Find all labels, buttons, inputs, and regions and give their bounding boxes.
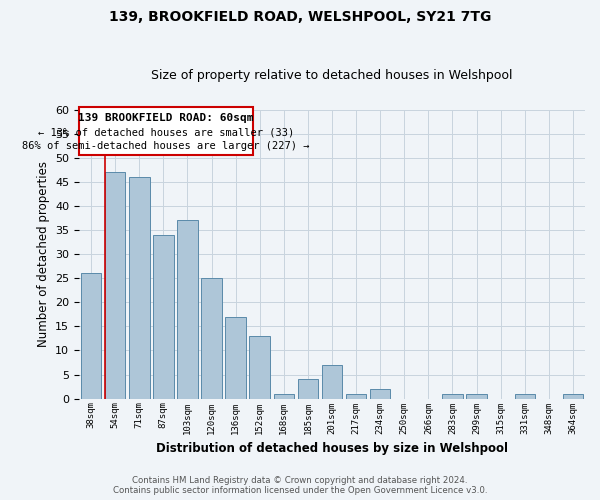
Bar [153, 235, 173, 398]
Bar [466, 394, 487, 398]
Y-axis label: Number of detached properties: Number of detached properties [37, 161, 50, 347]
Text: ← 13% of detached houses are smaller (33): ← 13% of detached houses are smaller (33… [38, 128, 294, 138]
Text: 86% of semi-detached houses are larger (227) →: 86% of semi-detached houses are larger (… [22, 141, 310, 151]
Bar [346, 394, 367, 398]
Text: 139, BROOKFIELD ROAD, WELSHPOOL, SY21 7TG: 139, BROOKFIELD ROAD, WELSHPOOL, SY21 7T… [109, 10, 491, 24]
Bar [563, 394, 583, 398]
Bar [226, 316, 246, 398]
Text: 139 BROOKFIELD ROAD: 60sqm: 139 BROOKFIELD ROAD: 60sqm [78, 113, 254, 123]
Bar [129, 177, 149, 398]
Bar [515, 394, 535, 398]
Bar [274, 394, 294, 398]
Bar [177, 220, 197, 398]
Bar [442, 394, 463, 398]
Bar [298, 380, 318, 398]
Title: Size of property relative to detached houses in Welshpool: Size of property relative to detached ho… [151, 69, 513, 82]
Bar [322, 365, 342, 398]
Bar [250, 336, 270, 398]
X-axis label: Distribution of detached houses by size in Welshpool: Distribution of detached houses by size … [156, 442, 508, 455]
Bar [81, 274, 101, 398]
Bar [105, 172, 125, 398]
FancyBboxPatch shape [79, 107, 253, 156]
Bar [370, 389, 391, 398]
Text: Contains HM Land Registry data © Crown copyright and database right 2024.
Contai: Contains HM Land Registry data © Crown c… [113, 476, 487, 495]
Bar [202, 278, 222, 398]
